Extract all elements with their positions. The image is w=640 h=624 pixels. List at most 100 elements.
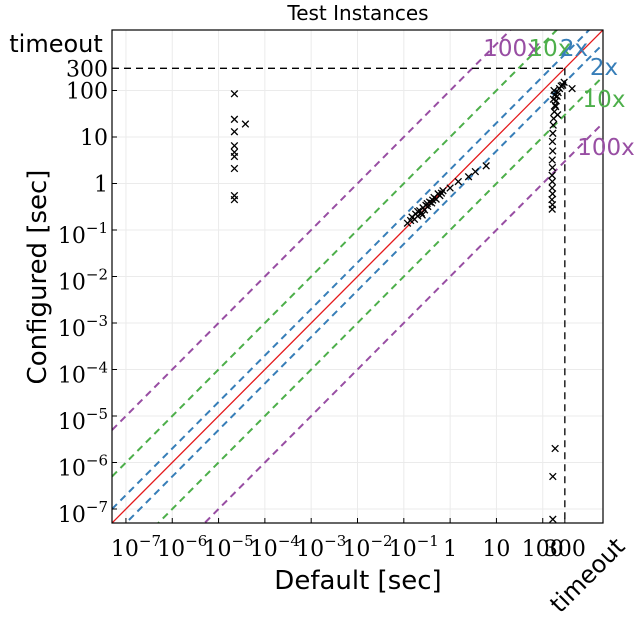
reference-line-100x (203, 122, 603, 523)
x-tick-label: 300 (544, 537, 586, 562)
data-point (549, 515, 557, 523)
data-point-stroke (230, 90, 239, 98)
data-point (548, 163, 557, 172)
data-point (551, 444, 559, 453)
data-point (548, 184, 556, 192)
data-point-stroke (230, 164, 239, 173)
y-tick-label: 10−1 (58, 219, 108, 249)
data-point (549, 95, 558, 103)
data-point-stroke (230, 115, 239, 124)
data-point (230, 90, 239, 98)
x-tick-label: 10−7 (111, 532, 161, 562)
y-tick-label: 10−3 (58, 312, 108, 342)
data-point-stroke (548, 184, 556, 192)
x-tick-label: 10−1 (389, 532, 439, 562)
data-point-stroke (552, 97, 560, 105)
data-point-stroke (568, 84, 576, 93)
data-point (454, 177, 463, 186)
reference-line-equal (112, 30, 603, 523)
chart-title: Test Instances (286, 1, 428, 25)
data-point (418, 211, 427, 219)
data-point-stroke (548, 163, 557, 172)
reference-label-right: 10x (583, 87, 626, 113)
data-point-stroke (549, 472, 557, 481)
data-point-stroke (241, 120, 250, 128)
y-tick-label: 1 (94, 172, 108, 197)
data-point (241, 120, 250, 128)
data-point-stroke (230, 195, 239, 204)
y-timeout-label: timeout (9, 30, 103, 58)
data-point-stroke (549, 95, 558, 103)
data-point (549, 472, 557, 481)
data-point (446, 184, 454, 192)
reference-label-right: 2x (590, 55, 618, 81)
data-point-stroke (549, 129, 557, 138)
data-point (413, 207, 422, 216)
data-point (550, 86, 558, 95)
data-point-stroke (554, 88, 562, 97)
reference-line-10x (112, 30, 559, 478)
y-tick-label: 10−5 (58, 405, 108, 435)
data-point (551, 102, 560, 111)
x-tick-label: 10−4 (250, 532, 300, 562)
data-point-stroke (551, 102, 560, 111)
data-point (560, 78, 568, 87)
data-point-stroke (548, 156, 556, 164)
data-point (230, 127, 239, 136)
y-tick-label: 10−6 (58, 452, 108, 482)
reference-label-right: 100x (577, 135, 635, 161)
reference-line-2x (124, 43, 603, 523)
data-point-stroke (550, 86, 558, 95)
data-point (549, 121, 557, 129)
data-point-stroke (548, 190, 557, 198)
data-point (548, 171, 556, 180)
data-point-stroke (471, 167, 480, 176)
data-point-stroke (413, 207, 422, 216)
data-point (553, 111, 562, 119)
data-points (230, 78, 576, 523)
reference-line-2x (112, 30, 591, 510)
y-tick-label: 10−7 (58, 498, 108, 528)
x-tick-label: 10−3 (296, 532, 346, 562)
data-point (549, 129, 557, 138)
data-point (230, 195, 239, 204)
data-point (230, 152, 239, 161)
x-tick-label: 10−2 (342, 532, 392, 562)
x-tick-label: 1 (443, 537, 457, 562)
data-point-stroke (560, 78, 568, 87)
data-point-stroke (454, 177, 463, 186)
y-tick-label: 100 (66, 79, 108, 104)
data-point (471, 167, 480, 176)
data-point-stroke (230, 127, 239, 136)
data-point-stroke (464, 172, 473, 181)
data-point (554, 88, 562, 97)
data-point-stroke (230, 152, 239, 161)
y-axis-label: Configured [sec] (23, 170, 53, 385)
data-point-stroke (423, 199, 431, 208)
reference-line-10x (156, 75, 603, 523)
data-point (548, 147, 557, 155)
data-point-stroke (551, 444, 559, 453)
data-point (464, 172, 473, 181)
data-point (548, 190, 557, 198)
data-point-stroke (549, 121, 557, 129)
data-point (548, 177, 557, 186)
data-point-stroke (482, 162, 490, 170)
reference-label-upper: 100x (483, 36, 541, 62)
data-point-stroke (437, 189, 446, 197)
y-tick-label: 10 (80, 126, 108, 151)
y-tick-label: 10−2 (58, 266, 108, 296)
x-axis-label: Default [sec] (274, 566, 441, 596)
data-point-stroke (548, 195, 556, 204)
data-point-stroke (428, 196, 437, 204)
data-point (568, 84, 576, 93)
data-point-stroke (548, 177, 557, 186)
reference-label-upper: 10x (529, 36, 572, 62)
timeout-lines (112, 67, 566, 523)
data-point-stroke (549, 515, 557, 523)
data-point (230, 164, 239, 173)
data-point (423, 199, 431, 208)
